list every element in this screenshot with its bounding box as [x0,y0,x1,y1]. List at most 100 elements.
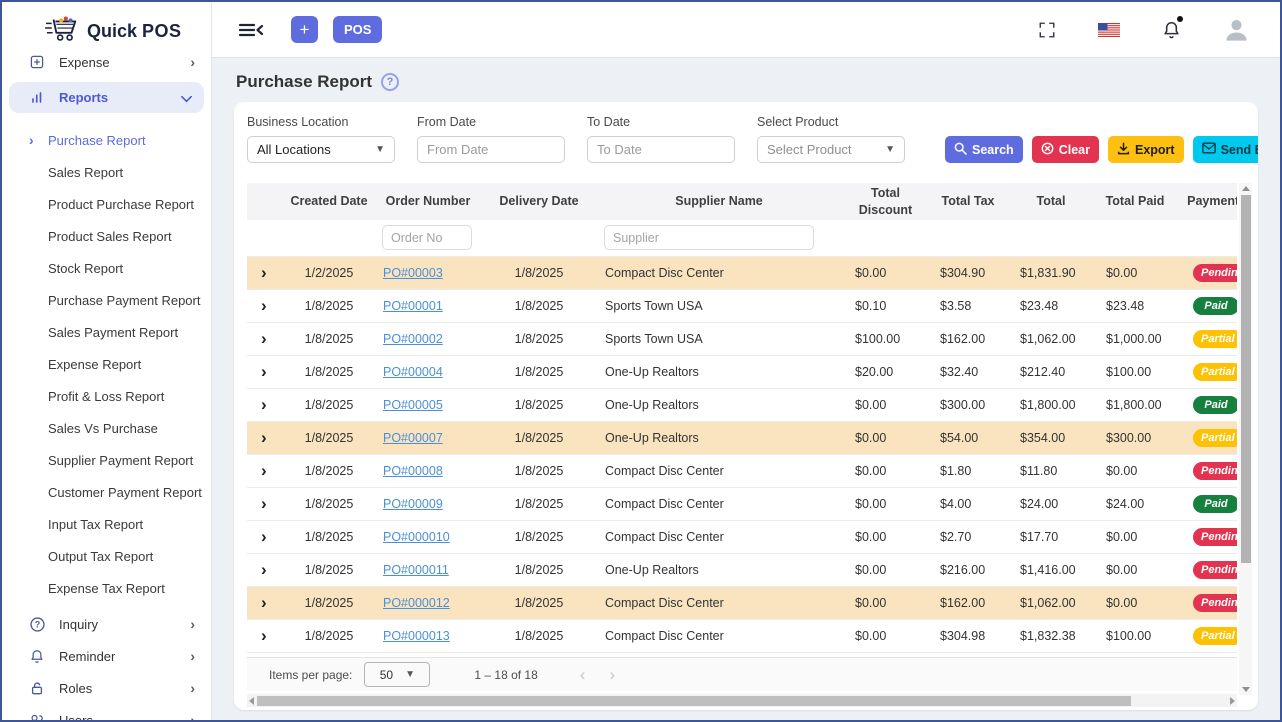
order-number-link[interactable]: PO#00008 [383,463,443,478]
sidebar-item-purchase-payment-report[interactable]: ›Purchase Payment Report [2,284,211,316]
notification-dot-badge [1177,15,1183,22]
payment-status-badge: Paid [1193,395,1237,414]
clear-button-label: Clear [1058,142,1090,157]
total-tax-cell: $1.80 [928,454,1008,488]
business-location-select[interactable]: All Locations ▼ [247,136,395,163]
sidebar-item-input-tax-report[interactable]: ›Input Tax Report [2,508,211,540]
created-date-cell: 1/8/2025 [285,289,373,323]
clear-button[interactable]: Clear [1031,136,1099,163]
sidebar-item-inquiry[interactable]: ? Inquiry › [2,608,211,640]
sidebar-item-reports[interactable]: Reports [9,82,204,113]
order-number-link[interactable]: PO#00004 [383,364,443,379]
sidebar-item-label: Reports [59,90,109,105]
sidebar-item-expense-report[interactable]: ›Expense Report [2,348,211,380]
select-product-select[interactable]: Select Product ▼ [757,136,905,163]
order-number-link[interactable]: PO#00003 [383,265,443,280]
expand-row-icon[interactable]: › [261,362,267,381]
sidebar-item-sales-payment-report[interactable]: ›Sales Payment Report [2,316,211,348]
expand-row-icon[interactable]: › [261,626,267,645]
sidebar-item-roles[interactable]: Roles › [2,672,211,704]
expand-row-icon[interactable]: › [261,593,267,612]
total-tax-cell: $32.40 [928,355,1008,389]
expand-row-icon[interactable]: › [261,329,267,348]
sidebar-item-expense-tax-report[interactable]: ›Expense Tax Report [2,572,211,604]
help-icon[interactable]: ? [381,73,400,91]
sidebar-item-product-purchase-report[interactable]: ›Product Purchase Report [2,188,211,220]
previous-page-button[interactable]: ‹ [579,665,586,684]
app-logo[interactable]: Quick POS [2,2,211,54]
expand-row-icon[interactable]: › [261,560,267,579]
sidebar-item-label: Stock Report [48,260,124,276]
sidebar-item-stock-report[interactable]: ›Stock Report [2,252,211,284]
total-discount-cell: $0.00 [843,388,928,422]
sidebar-item-expense[interactable]: Expense › [2,46,211,78]
fullscreen-icon[interactable] [1038,21,1056,39]
expand-row-icon[interactable]: › [261,296,267,315]
language-flag-icon[interactable] [1098,22,1120,37]
sidebar-item-sales-vs-purchase[interactable]: ›Sales Vs Purchase [2,412,211,444]
menu-toggle-icon[interactable] [238,20,264,40]
search-button[interactable]: Search [945,136,1023,163]
scroll-right-arrow[interactable] [1230,696,1235,705]
vertical-scrollbar[interactable] [1239,183,1252,695]
sidebar-item-label: Expense Report [48,356,142,372]
total-discount-cell: $0.00 [843,487,928,521]
next-page-button[interactable]: › [609,665,616,684]
order-number-link[interactable]: PO#00002 [383,331,443,346]
sidebar-item-supplier-payment-report[interactable]: ›Supplier Payment Report [2,444,211,476]
order-number-filter-input[interactable] [382,225,472,251]
expand-row-icon[interactable]: › [261,494,267,513]
order-number-link[interactable]: PO#000013 [383,628,450,643]
scroll-down-arrow[interactable] [1241,687,1250,692]
expand-row-icon[interactable]: › [261,461,267,480]
order-number-link[interactable]: PO#00005 [383,397,443,412]
topbar: + POS [212,2,1280,58]
column-header-supplier-name: Supplier Name [595,183,843,220]
sidebar-item-label: Inquiry [59,616,99,632]
sidebar-item-reminder[interactable]: Reminder › [2,640,211,672]
expand-row-icon[interactable]: › [261,263,267,282]
sidebar-item-purchase-report[interactable]: › Purchase Report [2,124,211,156]
order-number-link[interactable]: PO#00001 [383,298,443,313]
sidebar-item-product-sales-report[interactable]: ›Product Sales Report [2,220,211,252]
order-number-link[interactable]: PO#00009 [383,496,443,511]
vertical-scrollbar-thumb[interactable] [1240,195,1251,563]
sidebar-item-output-tax-report[interactable]: ›Output Tax Report [2,540,211,572]
export-button-label: Export [1134,142,1175,157]
from-date-input[interactable] [417,136,565,163]
sidebar-item-sales-report[interactable]: ›Sales Report [2,156,211,188]
order-number-link[interactable]: PO#000010 [383,529,450,544]
send-email-button[interactable]: Send Email [1192,136,1258,163]
to-date-input[interactable] [587,136,735,163]
items-per-page-label: Items per page: [269,667,353,682]
total-tax-cell: $162.00 [928,586,1008,620]
expand-row-icon[interactable]: › [261,395,267,414]
add-button[interactable]: + [291,16,318,43]
pos-button[interactable]: POS [333,16,383,43]
order-number-link[interactable]: PO#000011 [383,562,449,577]
notifications-bell-icon[interactable] [1162,15,1183,40]
expand-row-icon[interactable]: › [261,428,267,447]
user-avatar[interactable] [1223,16,1250,43]
order-number-link[interactable]: PO#000012 [383,595,450,610]
select-product-label: Select Product [757,115,839,129]
sidebar-item-customer-payment-report[interactable]: ›Customer Payment Report [2,476,211,508]
scroll-left-arrow[interactable] [249,696,254,705]
export-button[interactable]: Export [1107,136,1184,163]
supplier-name-cell: Compact Disc Center [595,586,843,620]
total-discount-cell: $0.00 [843,553,928,587]
sidebar-item-users[interactable]: Users › [2,704,211,720]
sidebar-item-profit-loss-report[interactable]: ›Profit & Loss Report [2,380,211,412]
expand-row-icon[interactable]: › [261,527,267,546]
table-row: › 1/8/2025 PO#00009 1/8/2025 Compact Dis… [247,487,1237,521]
order-number-link[interactable]: PO#00007 [383,430,443,445]
supplier-filter-input[interactable] [604,225,814,251]
horizontal-scrollbar-thumb[interactable] [257,695,1131,706]
scroll-up-arrow[interactable] [1241,186,1250,191]
page-size-select[interactable]: 50 ▼ [364,662,431,687]
total-paid-cell: $0.00 [1094,454,1176,488]
created-date-cell: 1/8/2025 [285,322,373,356]
horizontal-scrollbar[interactable] [247,694,1237,707]
search-button-label: Search [972,142,1014,157]
total-cell: $17.70 [1008,520,1094,554]
